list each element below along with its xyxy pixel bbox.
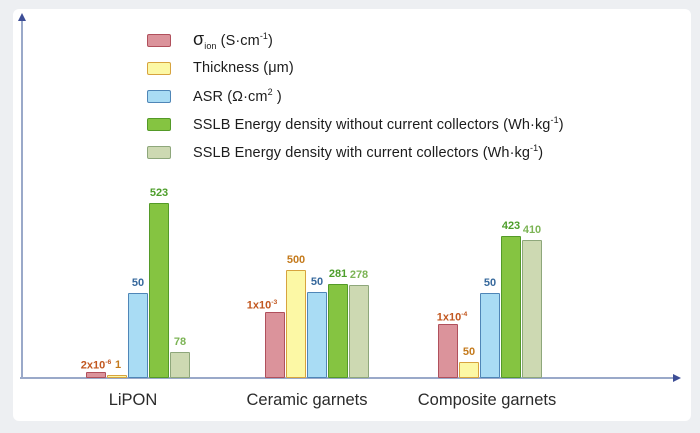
value-label-thickness-ceramic-garnets: 500 [286,254,306,266]
bar-asr-lipon [128,293,148,378]
value-label-asr-ceramic-garnets: 50 [310,276,324,288]
legend-item-energy-density-without-cc: SSLB Energy density without current coll… [147,110,564,138]
legend-swatch-sigma-ion [147,33,171,47]
legend-label-energy-density-without-cc: SSLB Energy density without current coll… [193,115,564,133]
legend-swatch-thickness [147,61,171,75]
bar-energy-density-without-cc-composite-garnets [501,236,521,378]
bar-sigma-ion-ceramic-garnets [265,312,285,378]
bar-energy-density-with-cc-composite-garnets [522,240,542,378]
value-label-sigma-ion-lipon: 2x10-6 [80,359,112,372]
value-label-energy-density-without-cc-lipon: 523 [149,187,169,199]
legend-swatch-asr [147,89,171,103]
legend-item-thickness: Thickness (μm) [147,54,564,82]
bar-energy-density-with-cc-ceramic-garnets [349,285,369,378]
value-label-thickness-composite-garnets: 50 [462,346,476,358]
category-label-lipon: LiPON [108,391,158,409]
value-label-energy-density-without-cc-ceramic-garnets: 281 [328,268,348,280]
chart-legend: σion (S·cm-1) Thickness (μm) ASR (Ω·cm2 ) S… [147,26,564,166]
bar-sigma-ion-composite-garnets [438,324,458,378]
bar-energy-density-without-cc-ceramic-garnets [328,284,348,378]
legend-label-asr: ASR (Ω·cm2 ) [193,87,282,105]
legend-item-asr: ASR (Ω·cm2 ) [147,82,564,110]
legend-item-energy-density-with-cc: SSLB Energy density with current collect… [147,138,564,166]
category-label-composite-garnets: Composite garnets [417,391,557,409]
category-label-ceramic-garnets: Ceramic garnets [246,391,368,409]
legend-swatch-energy-density-with-cc [147,145,171,159]
bar-asr-composite-garnets [480,293,500,378]
value-label-energy-density-with-cc-ceramic-garnets: 278 [349,269,369,281]
value-label-energy-density-without-cc-composite-garnets: 423 [501,220,521,232]
value-label-thickness-lipon: 1 [114,359,122,371]
legend-item-sigma-ion: σion (S·cm-1) [147,26,564,54]
bar-asr-ceramic-garnets [307,292,327,378]
value-label-energy-density-with-cc-composite-garnets: 410 [522,224,542,236]
bar-energy-density-without-cc-lipon [149,203,169,378]
value-label-sigma-ion-ceramic-garnets: 1x10-3 [246,299,278,312]
legend-label-energy-density-with-cc: SSLB Energy density with current collect… [193,143,544,161]
bar-thickness-composite-garnets [459,362,479,378]
bar-thickness-lipon [107,375,127,378]
bar-energy-density-with-cc-lipon [170,352,190,378]
x-axis-line [20,377,674,379]
bar-thickness-ceramic-garnets [286,270,306,378]
value-label-asr-lipon: 50 [131,277,145,289]
value-label-energy-density-with-cc-lipon: 78 [173,336,187,348]
x-axis-arrow-icon [673,373,681,382]
value-label-asr-composite-garnets: 50 [483,277,497,289]
value-label-sigma-ion-composite-garnets: 1x10-4 [436,311,468,324]
y-axis-arrow-icon [17,13,26,21]
legend-label-thickness: Thickness (μm) [193,60,294,76]
legend-swatch-energy-density-without-cc [147,117,171,131]
legend-label-sigma-ion: σion (S·cm-1) [193,28,273,51]
bar-sigma-ion-lipon [86,372,106,378]
y-axis-line [21,20,23,378]
